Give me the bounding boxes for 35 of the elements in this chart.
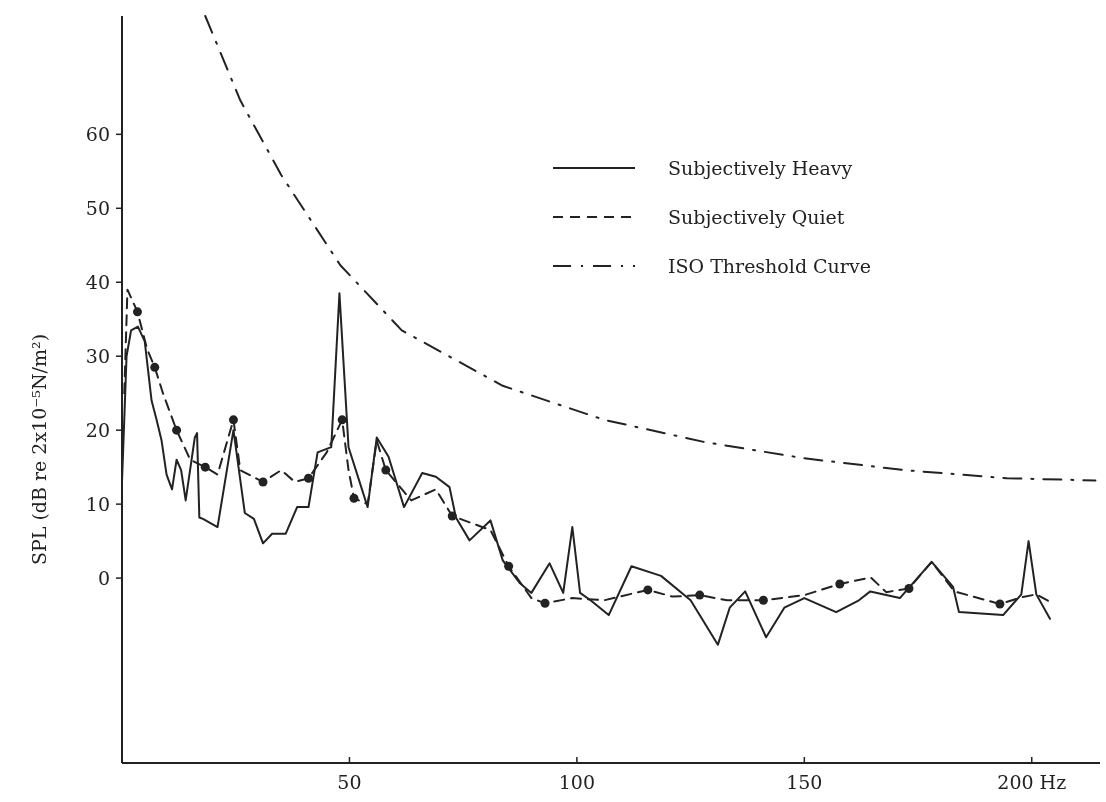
x-tick-label: 200 Hz [997, 771, 1067, 793]
point [132, 307, 142, 317]
point [695, 590, 705, 600]
y-axis-title: SPL (dB re 2x10⁻⁵N/m²) [28, 333, 50, 566]
y-tick-label: 60 [85, 122, 110, 145]
point [200, 462, 210, 472]
point [228, 415, 238, 425]
point [995, 599, 1005, 609]
y-tick-label: 0 [97, 566, 110, 589]
point [172, 425, 182, 435]
y-tick-label: 30 [85, 344, 110, 367]
y-tick-label: 50 [85, 196, 110, 219]
point [904, 583, 914, 593]
point [643, 585, 653, 595]
point [304, 473, 313, 483]
point [349, 493, 359, 503]
point [337, 415, 347, 425]
x-tick-label: 150 [786, 771, 823, 793]
point [835, 579, 845, 589]
point [258, 477, 268, 487]
point [447, 511, 457, 521]
x-tick-label: 100 [558, 771, 596, 793]
line-series [204, 15, 1097, 482]
legend-label: Subjectively Quiet [668, 205, 845, 228]
y-tick-label: 40 [85, 270, 110, 293]
x-tick-label: 50 [337, 771, 362, 793]
y-tick-label: 20 [85, 418, 110, 441]
legend-label: Subjectively Heavy [668, 156, 853, 179]
point [504, 561, 514, 571]
legend-label: ISO Threshold Curve [668, 254, 871, 277]
point [540, 598, 550, 608]
point [758, 595, 768, 605]
y-tick-label: 10 [85, 492, 110, 515]
point [150, 362, 160, 372]
point [381, 465, 391, 475]
